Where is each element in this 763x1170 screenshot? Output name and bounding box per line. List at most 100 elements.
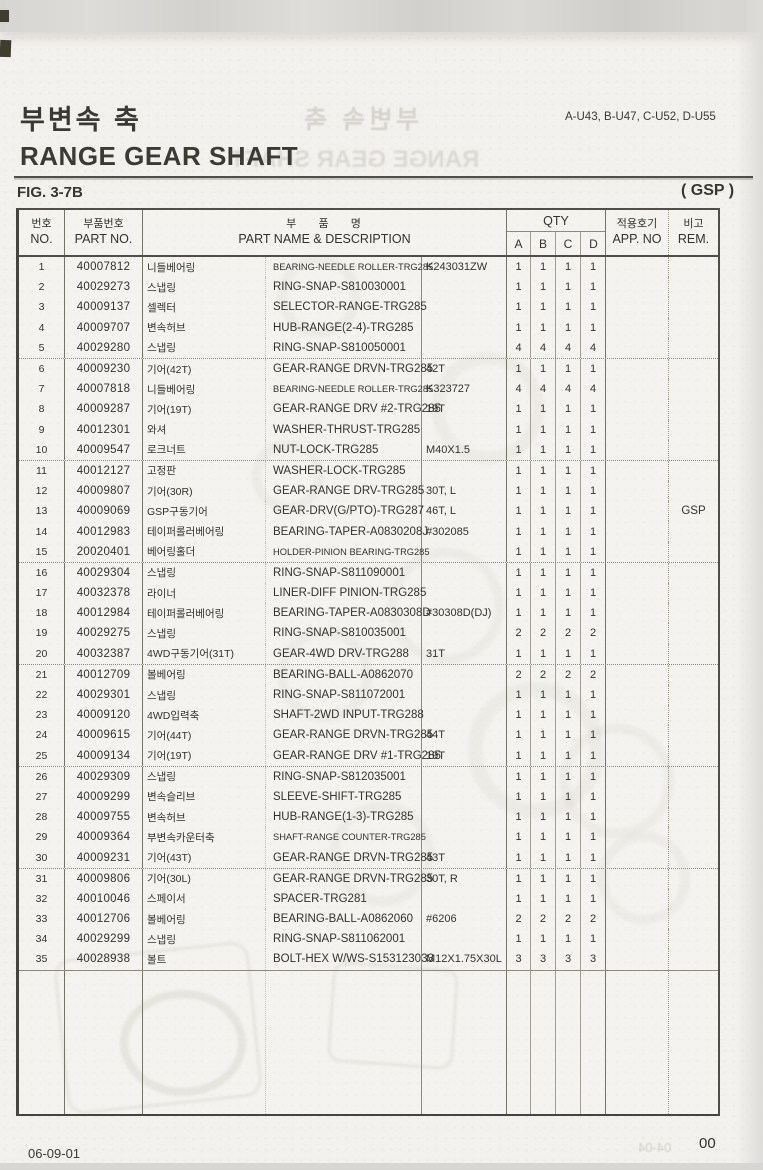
cell-spec	[422, 705, 507, 726]
cell-qty-c: 1	[556, 439, 581, 460]
cell-no: 14	[19, 521, 65, 542]
table-row: 4 40009707 변속허브 HUB-RANGE(2-4)-TRG285 1 …	[19, 317, 718, 338]
cell-qty-d: 1	[581, 501, 606, 522]
cell-app-no	[606, 888, 669, 909]
cell-remarks	[669, 481, 718, 501]
cell-name-korean: 스냅링	[143, 684, 266, 706]
cell-part-no: 40029299	[65, 929, 143, 950]
cell-name-english: GEAR-RANGE DRV-TRG285	[266, 481, 424, 502]
cell-qty-c: 1	[556, 562, 581, 583]
cell-qty-c: 1	[556, 868, 581, 889]
cell-qty-c: 1	[556, 501, 581, 522]
cell-app-no	[606, 541, 669, 562]
cell-qty-b: 1	[531, 786, 556, 808]
cell-name-english: BEARING-TAPER-A0830308D	[266, 603, 431, 624]
cell-spec	[422, 562, 507, 583]
cell-app-no	[606, 379, 669, 400]
cell-name-korean: 스냅링	[143, 277, 266, 298]
cell-qty-a: 4	[507, 337, 531, 358]
cell-name-english: GEAR-RANGE DRVN-TRG285	[266, 358, 433, 380]
cell-app-no	[606, 868, 669, 889]
header-no: 번호 NO.	[19, 210, 65, 255]
cell-qty-d: 1	[581, 481, 606, 502]
cell-name-english: RING-SNAP-S810035001	[266, 623, 422, 644]
cell-name-english: RING-SNAP-S812035001	[266, 766, 422, 787]
cell-name-korean: 4WD입력축	[143, 705, 266, 726]
cell-remarks	[669, 705, 718, 725]
cell-qty-b: 1	[531, 929, 556, 950]
cell-no: 16	[19, 562, 65, 583]
cell-part-no: 40010046	[65, 888, 143, 909]
cell-name-korean: 변속허브	[143, 807, 266, 828]
cell-remarks	[669, 277, 718, 297]
cell-name-korean: 기어(30L)	[143, 868, 266, 889]
cell-qty-d: 1	[581, 419, 606, 440]
cell-spec: 46T, L	[422, 501, 507, 522]
cell-qty-b: 1	[531, 277, 556, 298]
cell-name-english: HUB-RANGE(2-4)-TRG285	[266, 317, 422, 338]
cell-qty-b: 1	[531, 603, 556, 624]
cell-no: 8	[19, 399, 65, 420]
cell-qty-c: 1	[556, 583, 581, 604]
cell-qty-b: 1	[531, 868, 556, 889]
cell-name-english: HOLDER-PINION BEARING-TRG285	[266, 541, 430, 562]
table-row: 3 40009137 셀렉터 SELECTOR-RANGE-TRG285 1 1…	[19, 297, 718, 318]
cell-name-korean: 4WD구동기어(31T)	[143, 643, 266, 664]
cell-qty-b: 1	[531, 888, 556, 909]
cell-part-no: 20020401	[65, 541, 143, 562]
cell-spec: 43T	[422, 847, 507, 868]
cell-name-korean: 고정판	[143, 460, 266, 482]
cell-name-korean: 니들베어링	[143, 257, 266, 278]
parts-table: 번호 NO. 부품번호 PART NO. 부 품 명 PART NAME & D…	[16, 208, 720, 1116]
cell-remarks	[669, 746, 718, 766]
cell-qty-a: 1	[507, 868, 531, 889]
cell-qty-d: 1	[581, 786, 606, 808]
cell-no: 18	[19, 603, 65, 624]
cell-qty-c: 1	[556, 257, 581, 278]
cell-remarks	[669, 949, 718, 969]
cell-qty-d: 1	[581, 562, 606, 583]
cell-part-no: 40029273	[65, 277, 143, 298]
cell-qty-d: 1	[581, 460, 606, 482]
cell-qty-a: 1	[507, 684, 531, 706]
cell-no: 30	[19, 847, 65, 868]
cell-spec	[422, 317, 507, 338]
cell-qty-b: 2	[531, 623, 556, 644]
cell-spec	[422, 583, 507, 604]
table-row: 7 40007818 니들베어링 BEARING-NEEDLE ROLLER-T…	[19, 379, 718, 400]
cell-app-no	[606, 766, 669, 787]
cell-no: 12	[19, 481, 65, 502]
cell-qty-a: 1	[507, 929, 531, 950]
cell-qty-a: 3	[507, 949, 531, 970]
cell-remarks	[669, 929, 718, 949]
header-part-name-english: PART NAME & DESCRIPTION	[238, 232, 411, 247]
cell-remarks	[669, 909, 718, 929]
cell-qty-b: 1	[531, 460, 556, 482]
cell-qty-a: 1	[507, 745, 531, 766]
cell-remarks	[669, 889, 718, 909]
cell-no: 1	[19, 257, 65, 278]
cell-name-korean: 변속슬리브	[143, 786, 266, 808]
header-remarks-korean: 비고	[683, 217, 704, 230]
table-row: 28 40009755 변속허브 HUB-RANGE(1-3)-TRG285 1…	[19, 807, 718, 828]
cell-no: 17	[19, 583, 65, 604]
header-qty-col-a: A	[507, 232, 531, 255]
cell-qty-b: 1	[531, 501, 556, 522]
cell-no: 9	[19, 419, 65, 440]
cell-no: 10	[19, 439, 65, 460]
cell-name-korean: 기어(43T)	[143, 847, 266, 868]
cell-qty-c: 2	[556, 909, 581, 930]
cell-name-english: GEAR-RANGE DRVN-TRG285	[266, 847, 433, 868]
cell-qty-c: 1	[556, 888, 581, 909]
cell-qty-d: 1	[581, 745, 606, 766]
cell-qty-d: 1	[581, 358, 606, 380]
table-row: 30 40009231 기어(43T) GEAR-RANGE DRVN-TRG2…	[19, 847, 718, 869]
empty-cell	[581, 970, 606, 1114]
cell-remarks	[669, 379, 718, 399]
cell-name-english: RING-SNAP-S810050001	[266, 337, 422, 358]
variant-label: ( GSP )	[681, 182, 735, 199]
cell-qty-d: 1	[581, 317, 606, 338]
table-row: 26 40029309 스냅링 RING-SNAP-S812035001 1 1…	[19, 766, 718, 787]
empty-cell	[65, 970, 143, 1114]
cell-qty-a: 1	[507, 827, 531, 848]
